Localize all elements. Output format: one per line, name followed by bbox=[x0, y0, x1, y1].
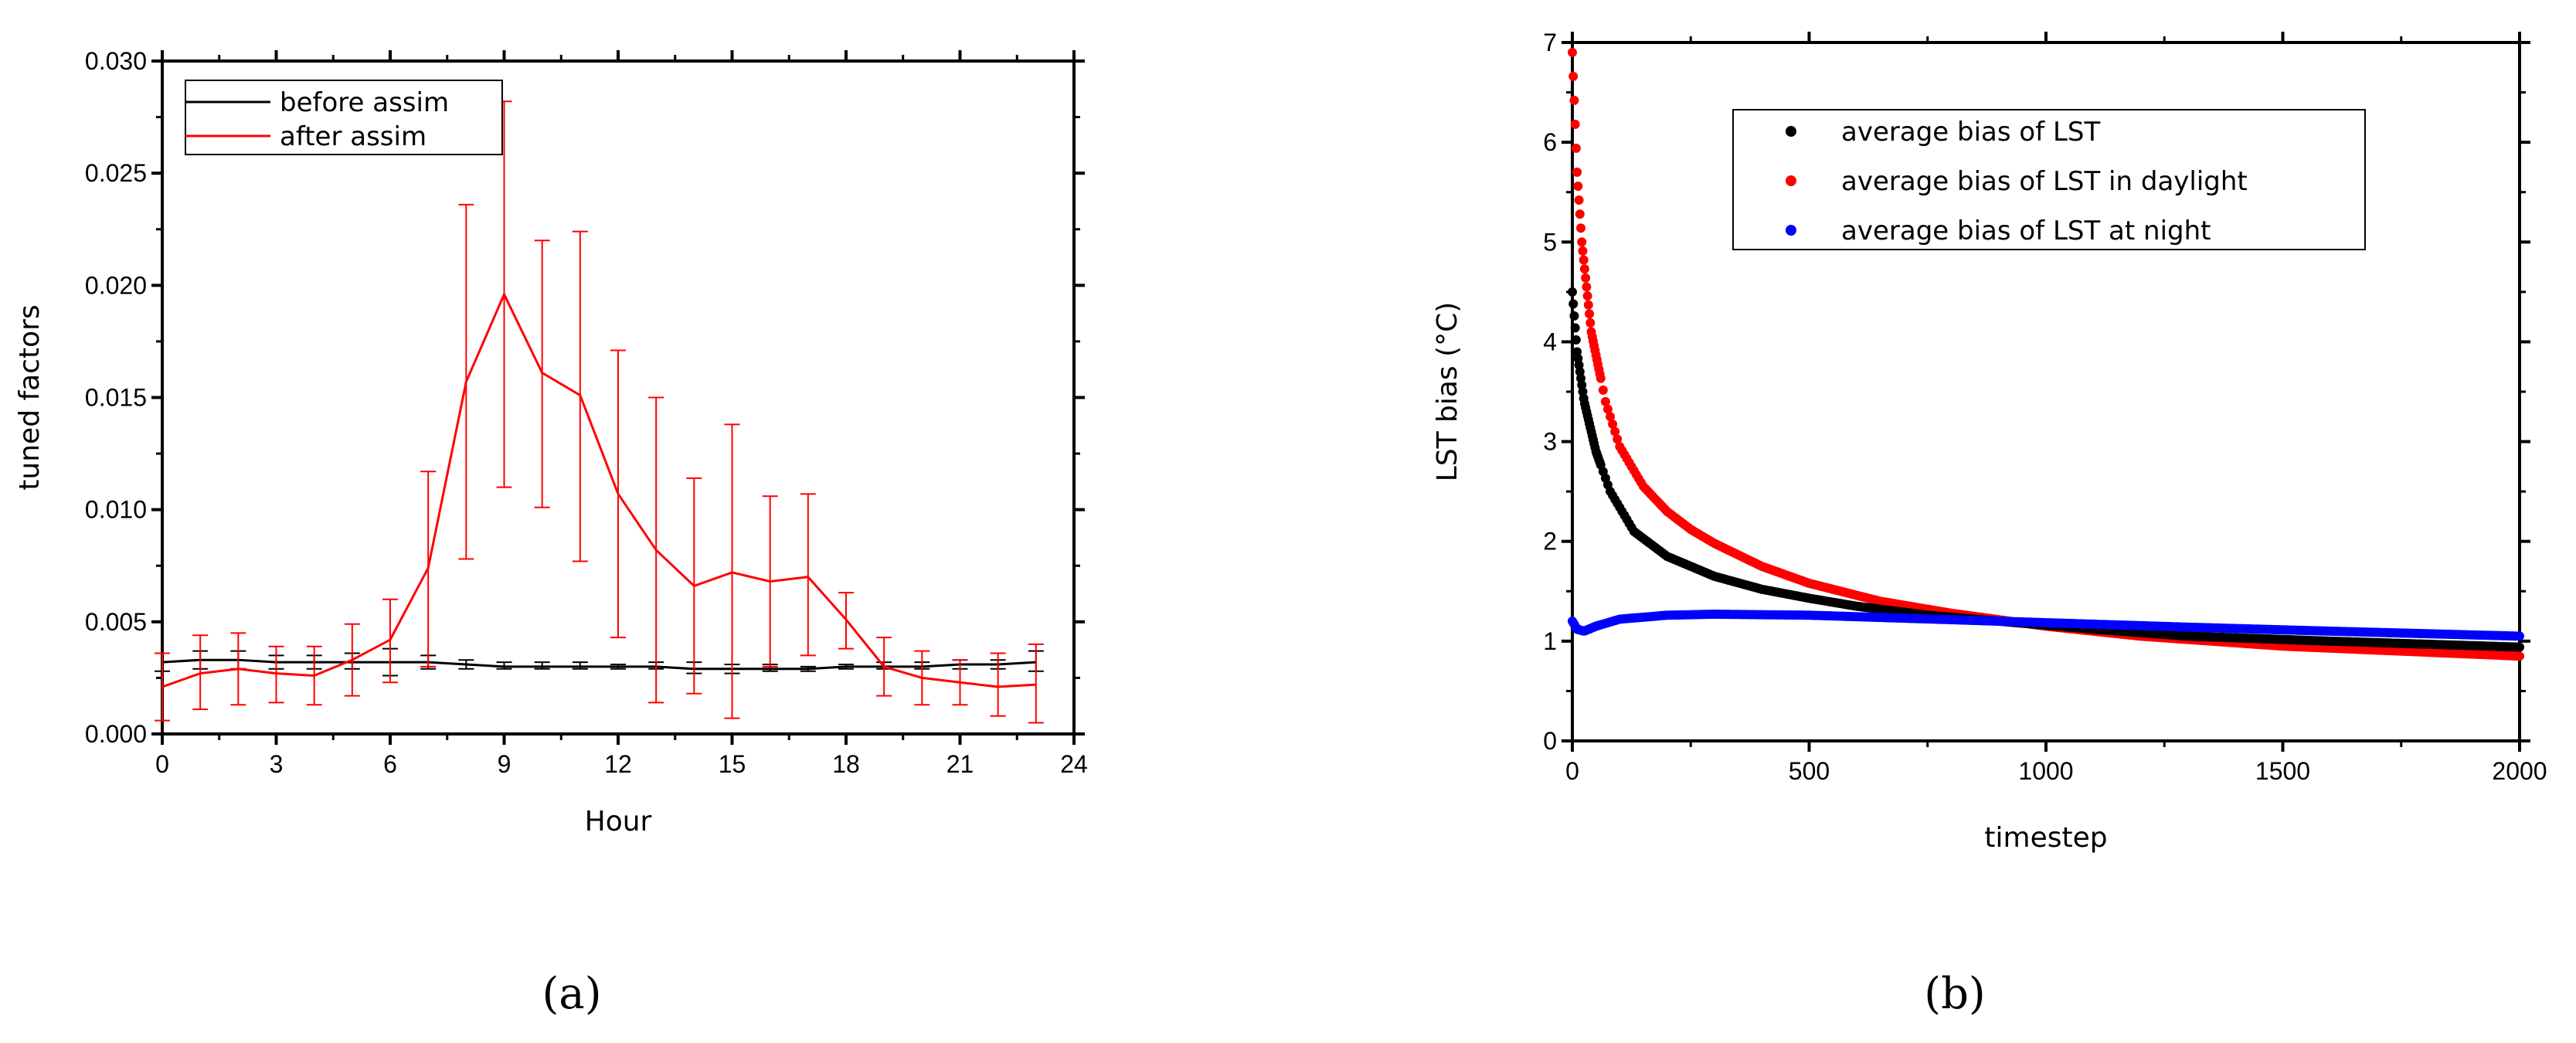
data-point bbox=[1570, 323, 1580, 333]
y-tick-label: 0.010 bbox=[85, 496, 147, 524]
y-tick-label: 0.020 bbox=[85, 271, 147, 299]
legend-label: average bias of LST bbox=[1841, 117, 2100, 148]
data-point bbox=[1585, 309, 1595, 319]
legend-label: after assim bbox=[280, 121, 427, 152]
legend-label: average bias of LST in daylight bbox=[1841, 166, 2248, 197]
data-point bbox=[1598, 385, 1608, 395]
data-point bbox=[1570, 119, 1580, 129]
data-point bbox=[1568, 287, 1577, 297]
chart-b: 0 500 1000 1500 2000 0 1 2 3 4 5 6 7 timestep LST bias… bbox=[1432, 29, 2547, 854]
y-tick-label: 0.000 bbox=[85, 720, 147, 748]
x-tick-label: 1500 bbox=[2255, 757, 2310, 785]
y-axis-label: LST bias (°C) bbox=[1432, 302, 1463, 482]
data-point bbox=[1571, 335, 1581, 345]
data-point bbox=[1572, 167, 1582, 177]
y-tick-label: 4 bbox=[1543, 328, 1557, 355]
legend-marker bbox=[1786, 175, 1796, 186]
y-tick-label: 0.015 bbox=[85, 384, 147, 412]
x-tick-label: 12 bbox=[604, 750, 632, 778]
y-tick-label: 0 bbox=[1543, 727, 1557, 755]
data-point bbox=[2515, 642, 2524, 652]
y-tick-label: 0.005 bbox=[85, 608, 147, 636]
x-tick-label: 0 bbox=[1565, 757, 1579, 785]
y-tick-label: 0.025 bbox=[85, 159, 147, 187]
y-tick-label: 0.030 bbox=[85, 47, 147, 75]
x-tick-label: 9 bbox=[498, 750, 511, 778]
x-axis-label: timestep bbox=[1984, 822, 2107, 854]
x-tick-label: 500 bbox=[1789, 757, 1830, 785]
data-point bbox=[1578, 246, 1588, 256]
legend bbox=[185, 80, 503, 155]
legend-marker bbox=[1786, 225, 1796, 236]
x-tick-label: 0 bbox=[155, 750, 169, 778]
x-tick-label: 1000 bbox=[2018, 757, 2073, 785]
x-tick-label: 6 bbox=[383, 750, 397, 778]
data-point bbox=[1571, 143, 1581, 153]
data-point bbox=[1576, 223, 1586, 233]
series-0 bbox=[1568, 287, 2524, 652]
data-point bbox=[1606, 412, 1616, 422]
panel-label-a: (a) bbox=[542, 969, 601, 1019]
legend bbox=[1732, 109, 2366, 250]
data-point bbox=[1600, 396, 1610, 406]
data-point bbox=[1579, 255, 1589, 265]
legend-label: average bias of LST at night bbox=[1841, 216, 2211, 246]
data-point bbox=[2515, 651, 2524, 661]
data-point bbox=[1582, 291, 1592, 301]
data-point bbox=[1568, 47, 1577, 57]
y-tick-label: 7 bbox=[1543, 29, 1557, 56]
data-point bbox=[1579, 264, 1589, 274]
data-point bbox=[1610, 426, 1620, 437]
x-tick-label: 21 bbox=[946, 750, 974, 778]
series-2 bbox=[1568, 609, 2524, 641]
panel-label-b: (b) bbox=[1924, 969, 1986, 1019]
data-point bbox=[1573, 181, 1583, 191]
y-tick-label: 6 bbox=[1543, 128, 1557, 156]
chart-a: 0 3 6 9 12 15 18 21 24 0.000 0.005 0.010 0.015 0.020 0… bbox=[14, 47, 1088, 837]
data-point bbox=[1583, 300, 1593, 310]
data-point bbox=[1596, 373, 1606, 383]
data-point bbox=[1608, 419, 1618, 429]
y-tick-label: 1 bbox=[1543, 627, 1557, 655]
data-point bbox=[1613, 434, 1623, 444]
data-point bbox=[1582, 282, 1592, 292]
data-point bbox=[1574, 195, 1584, 206]
data-point bbox=[1585, 318, 1596, 328]
data-point bbox=[2515, 631, 2524, 641]
y-tick-label: 5 bbox=[1543, 228, 1557, 256]
series-line-before bbox=[161, 658, 1036, 671]
series-line-after bbox=[161, 291, 1036, 688]
data-point bbox=[1569, 311, 1579, 321]
data-point bbox=[1569, 95, 1579, 105]
data-point bbox=[1568, 299, 1579, 309]
x-tick-label: 15 bbox=[719, 750, 746, 778]
legend-marker bbox=[1786, 126, 1796, 137]
data-point bbox=[1577, 237, 1587, 247]
legend-label: before assim bbox=[280, 87, 449, 118]
x-tick-label: 2000 bbox=[2492, 757, 2547, 785]
x-axis-label: Hour bbox=[585, 806, 652, 837]
y-tick-label: 3 bbox=[1543, 428, 1557, 456]
data-point bbox=[1602, 404, 1613, 414]
data-point bbox=[1575, 209, 1585, 219]
data-point bbox=[1581, 273, 1591, 283]
y-tick-label: 2 bbox=[1543, 528, 1557, 555]
y-axis-label: tuned factors bbox=[14, 304, 46, 490]
data-point bbox=[1568, 71, 1579, 81]
x-tick-label: 24 bbox=[1060, 750, 1088, 778]
x-tick-label: 18 bbox=[832, 750, 860, 778]
x-tick-label: 3 bbox=[270, 750, 284, 778]
